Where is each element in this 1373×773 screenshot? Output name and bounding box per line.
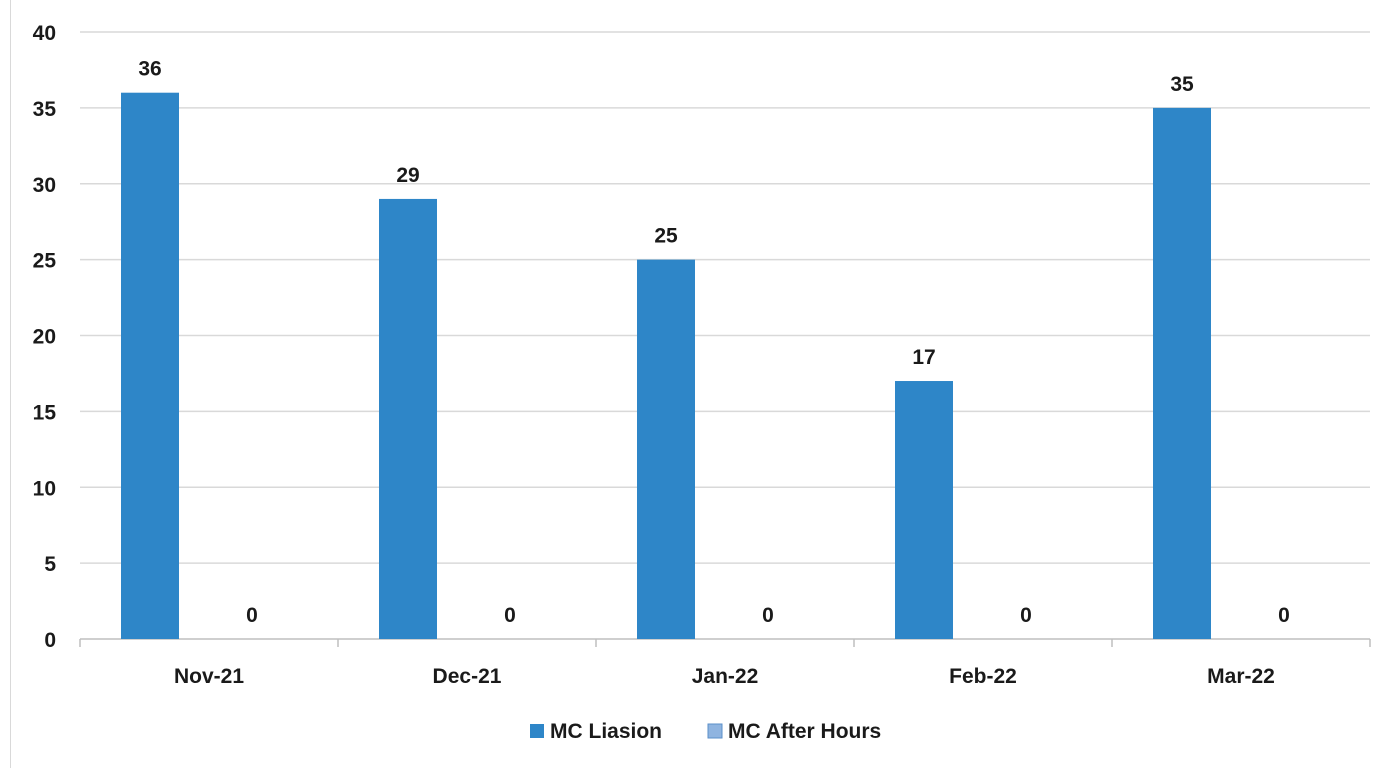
data-label: 0 — [246, 604, 258, 627]
data-label: 0 — [504, 604, 516, 627]
y-tick-label: 40 — [33, 22, 56, 45]
data-label: 36 — [138, 58, 161, 81]
data-label: 25 — [654, 225, 678, 248]
x-tick-label: Jan-22 — [692, 665, 759, 688]
bar — [121, 92, 179, 639]
y-tick-label: 0 — [44, 629, 56, 652]
x-tick-label: Dec-21 — [433, 665, 502, 688]
legend-swatch — [707, 723, 723, 739]
data-label: 0 — [1278, 604, 1290, 627]
legend-label: MC Liasion — [550, 720, 662, 743]
bar — [1153, 107, 1211, 639]
y-tick-label: 15 — [33, 401, 57, 424]
x-tick-label: Feb-22 — [949, 665, 1017, 688]
bar — [379, 198, 437, 640]
axes: 0 5 10 15 20 25 30 35 40 Nov-21 Dec-21 Jan-22 Feb-22… — [33, 22, 1371, 688]
y-tick-label: 10 — [33, 477, 56, 500]
bars — [121, 92, 1211, 640]
data-label: 0 — [1020, 604, 1032, 627]
data-label: 17 — [912, 346, 935, 369]
data-label: 0 — [762, 604, 774, 627]
bar — [637, 259, 695, 639]
x-tick-label: Mar-22 — [1207, 665, 1275, 688]
y-tick-label: 20 — [33, 326, 56, 349]
frame-border — [10, 0, 11, 768]
y-tick-label: 25 — [33, 250, 57, 273]
y-tick-label: 5 — [44, 553, 56, 576]
legend-item[interactable]: MC After Hours — [707, 720, 881, 743]
bar — [895, 381, 953, 639]
x-tick-label: Nov-21 — [174, 665, 244, 688]
legend-label: MC After Hours — [728, 720, 881, 743]
legend[interactable]: MC Liasion MC After Hours — [530, 720, 881, 743]
legend-item[interactable]: MC Liasion — [530, 720, 662, 743]
data-labels: 36 29 25 17 35 0 0 0 0 0 — [138, 58, 1290, 627]
data-label: 29 — [396, 164, 419, 187]
y-tick-label: 35 — [33, 98, 57, 121]
y-tick-label: 30 — [33, 174, 56, 197]
data-label: 35 — [1170, 73, 1194, 96]
gridlines — [80, 31, 1370, 564]
legend-swatch — [530, 724, 544, 738]
